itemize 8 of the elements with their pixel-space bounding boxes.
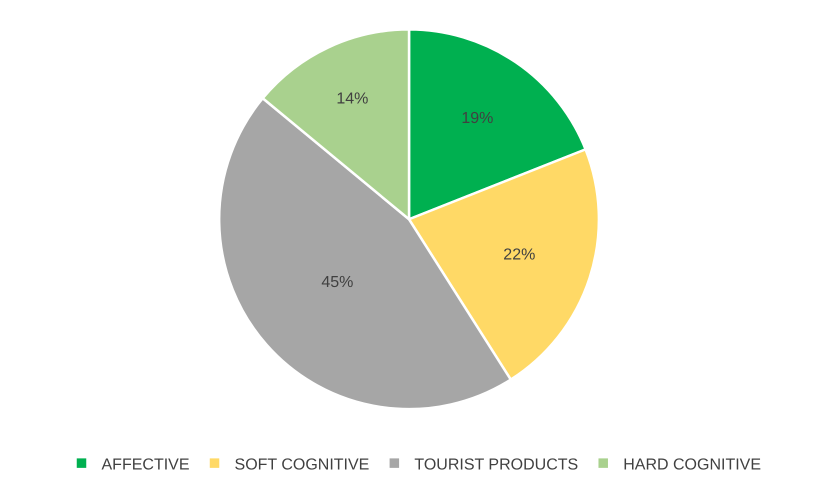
legend-label: SOFT COGNITIVE [234,456,370,474]
data-label: 14% [336,90,368,108]
data-label: 19% [461,110,494,128]
legend-label: TOURIST PRODUCTS [414,456,578,474]
legend-label: HARD COGNITIVE [623,456,762,474]
data-label: 22% [503,246,536,264]
legend-label: AFFECTIVE [102,456,190,474]
data-label: 45% [321,274,354,291]
